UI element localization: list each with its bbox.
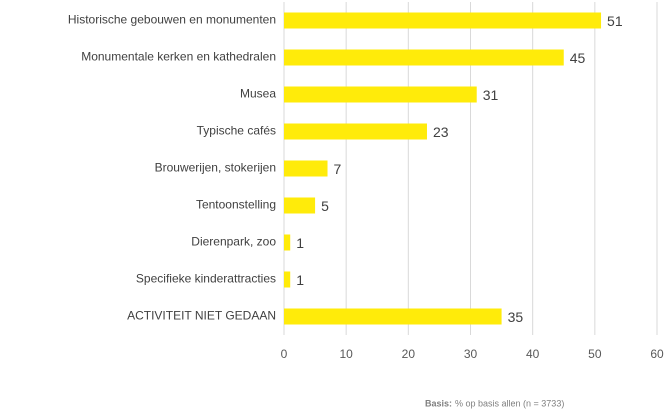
bar	[284, 234, 291, 251]
bar	[284, 49, 564, 66]
x-tick-label: 10	[339, 347, 353, 361]
category-label: Typische cafés	[197, 124, 276, 138]
value-label: 1	[296, 235, 304, 251]
category-label: Monumentale kerken en kathedralen	[81, 50, 276, 64]
note-label: Basis:	[425, 398, 452, 408]
category-label: Historische gebouwen en monumenten	[68, 13, 276, 27]
value-label: 31	[483, 87, 499, 103]
value-label: 7	[334, 161, 342, 177]
bar	[284, 197, 316, 214]
x-tick-label: 20	[402, 347, 416, 361]
bar	[284, 12, 602, 29]
bar	[284, 160, 328, 177]
category-label: Musea	[240, 87, 276, 101]
x-tick-label: 40	[526, 347, 540, 361]
bar	[284, 123, 427, 140]
bar	[284, 86, 477, 103]
x-tick-label: 60	[650, 347, 664, 361]
value-label: 1	[296, 272, 304, 288]
value-label: 51	[607, 13, 623, 29]
category-label: Specifieke kinderattracties	[136, 272, 276, 286]
value-label: 45	[570, 50, 586, 66]
x-tick-label: 30	[464, 347, 478, 361]
value-label: 5	[321, 198, 329, 214]
value-label: 23	[433, 124, 449, 140]
category-label: Brouwerijen, stokerijen	[155, 161, 276, 175]
value-label: 35	[508, 309, 524, 325]
x-tick-label: 0	[281, 347, 288, 361]
category-label: ACTIVITEIT NIET GEDAAN	[127, 309, 276, 323]
category-label: Dierenpark, zoo	[191, 235, 276, 249]
category-label: Tentoonstelling	[196, 198, 276, 212]
x-tick-label: 50	[588, 347, 602, 361]
bar	[284, 271, 291, 288]
note: % op basis allen (n = 3733)	[455, 398, 564, 408]
bar	[284, 308, 502, 325]
